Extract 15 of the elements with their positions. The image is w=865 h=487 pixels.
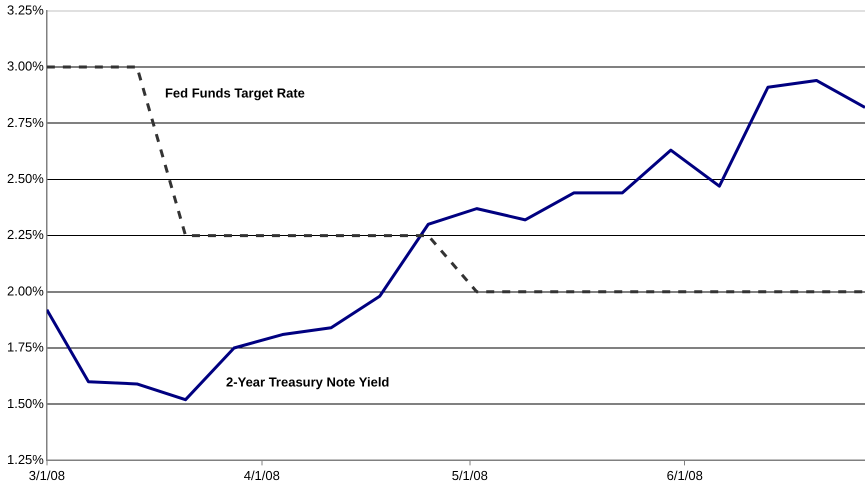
y-tick-label: 2.50%: [6, 170, 44, 186]
y-tick-label: 2.25%: [6, 227, 44, 242]
x-tick-label: 3/1/08: [28, 468, 65, 483]
x-tick-label: 5/1/08: [452, 468, 488, 483]
y-tick-label: 2.00%: [6, 283, 44, 298]
y-tick-label: 1.75%: [6, 340, 44, 355]
y-tick-label: 1.50%: [6, 396, 44, 411]
series-label: Fed Funds Target Rate: [164, 86, 305, 101]
y-tick-label: 3.25%: [6, 2, 44, 18]
y-tick-label: 1.25%: [6, 452, 44, 467]
series-label: 2-Year Treasury Note Yield: [226, 374, 390, 390]
x-tick-label: 4/1/08: [244, 468, 280, 483]
x-tick-label: 6/1/08: [666, 468, 703, 483]
y-tick-label: 2.75%: [6, 114, 44, 130]
y-tick-label: 3.00%: [6, 58, 44, 74]
